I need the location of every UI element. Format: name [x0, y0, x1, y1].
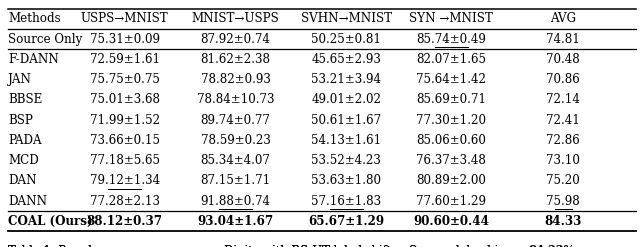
Text: 87.15±1.71: 87.15±1.71	[200, 174, 271, 187]
Text: 87.92±0.74: 87.92±0.74	[200, 33, 271, 45]
Text: 75.75±0.75: 75.75±0.75	[90, 73, 160, 86]
Text: MCD: MCD	[8, 154, 39, 167]
Text: 45.65±2.93: 45.65±2.93	[311, 53, 381, 66]
Text: 77.28±2.13: 77.28±2.13	[90, 195, 160, 207]
Text: 72.59±1.61: 72.59±1.61	[90, 53, 160, 66]
Text: Methods: Methods	[8, 12, 61, 25]
Text: 84.33: 84.33	[545, 215, 582, 228]
Text: 77.60±1.29: 77.60±1.29	[416, 195, 486, 207]
Text: 72.86: 72.86	[547, 134, 580, 147]
Text: 85.69±0.71: 85.69±0.71	[416, 93, 486, 106]
Text: DANN: DANN	[8, 195, 47, 207]
Text: MNIST→USPS: MNIST→USPS	[191, 12, 280, 25]
Text: 53.21±3.94: 53.21±3.94	[311, 73, 381, 86]
Text: DAN: DAN	[8, 174, 37, 187]
Text: PADA: PADA	[8, 134, 42, 147]
Text: 76.37±3.48: 76.37±3.48	[416, 154, 486, 167]
Text: 85.34±4.07: 85.34±4.07	[200, 154, 271, 167]
Text: 70.48: 70.48	[547, 53, 580, 66]
Text: 72.41: 72.41	[547, 114, 580, 126]
Text: 50.25±0.81: 50.25±0.81	[311, 33, 381, 45]
Text: F-DANN: F-DANN	[8, 53, 59, 66]
Text: AVG: AVG	[550, 12, 576, 25]
Text: 75.31±0.09: 75.31±0.09	[90, 33, 160, 45]
Text: 75.64±1.42: 75.64±1.42	[416, 73, 486, 86]
Text: 84.33%: 84.33%	[529, 245, 575, 247]
Text: 85.06±0.60: 85.06±0.60	[416, 134, 486, 147]
Text: 82.07±1.65: 82.07±1.65	[416, 53, 486, 66]
Text: 81.62±2.38: 81.62±2.38	[200, 53, 271, 66]
Text: 77.30±1.20: 77.30±1.20	[416, 114, 486, 126]
Text: COAL (Ours): COAL (Ours)	[8, 215, 93, 228]
Text: SVHN→MNIST: SVHN→MNIST	[301, 12, 392, 25]
Text: 90.60±0.44: 90.60±0.44	[413, 215, 489, 228]
Text: Table 1: Per-class mean accuracy on Digits with RS-UT label shifts.  Our model a: Table 1: Per-class mean accuracy on Digi…	[8, 245, 529, 247]
Text: 57.16±1.83: 57.16±1.83	[311, 195, 381, 207]
Text: 77.18±5.65: 77.18±5.65	[90, 154, 160, 167]
Text: 93.04±1.67: 93.04±1.67	[198, 215, 273, 228]
Text: 65.67±1.29: 65.67±1.29	[308, 215, 384, 228]
Text: BBSE: BBSE	[8, 93, 43, 106]
Text: 75.98: 75.98	[547, 195, 580, 207]
Text: 53.63±1.80: 53.63±1.80	[311, 174, 381, 187]
Text: 79.12±1.34: 79.12±1.34	[90, 174, 160, 187]
Text: USPS→MNIST: USPS→MNIST	[81, 12, 169, 25]
Text: 71.99±1.52: 71.99±1.52	[90, 114, 160, 126]
Text: 78.59±0.23: 78.59±0.23	[200, 134, 271, 147]
Text: 53.52±4.23: 53.52±4.23	[311, 154, 381, 167]
Text: 70.86: 70.86	[547, 73, 580, 86]
Text: 78.82±0.93: 78.82±0.93	[200, 73, 271, 86]
Text: Table 1: Per-class mean accuracy on Digits with RS-UT label shifts.  Our model a: Table 1: Per-class mean accuracy on Digi…	[8, 245, 529, 247]
Text: 72.14: 72.14	[547, 93, 580, 106]
Text: 85.74±0.49: 85.74±0.49	[416, 33, 486, 45]
Text: Source Only: Source Only	[8, 33, 83, 45]
Text: SYN →MNIST: SYN →MNIST	[409, 12, 493, 25]
Text: JAN: JAN	[8, 73, 32, 86]
Text: 54.13±1.61: 54.13±1.61	[311, 134, 381, 147]
Text: 50.61±1.67: 50.61±1.67	[311, 114, 381, 126]
Text: 75.20: 75.20	[547, 174, 580, 187]
Text: 74.81: 74.81	[547, 33, 580, 45]
Text: 78.84±10.73: 78.84±10.73	[196, 93, 275, 106]
Text: 75.01±3.68: 75.01±3.68	[90, 93, 160, 106]
Text: 73.10: 73.10	[547, 154, 580, 167]
Text: 80.89±2.00: 80.89±2.00	[416, 174, 486, 187]
Text: 89.74±0.77: 89.74±0.77	[200, 114, 271, 126]
Text: BSP: BSP	[8, 114, 33, 126]
Text: 49.01±2.02: 49.01±2.02	[311, 93, 381, 106]
Text: 91.88±0.74: 91.88±0.74	[200, 195, 271, 207]
Text: 88.12±0.37: 88.12±0.37	[87, 215, 163, 228]
Text: 73.66±0.15: 73.66±0.15	[90, 134, 160, 147]
